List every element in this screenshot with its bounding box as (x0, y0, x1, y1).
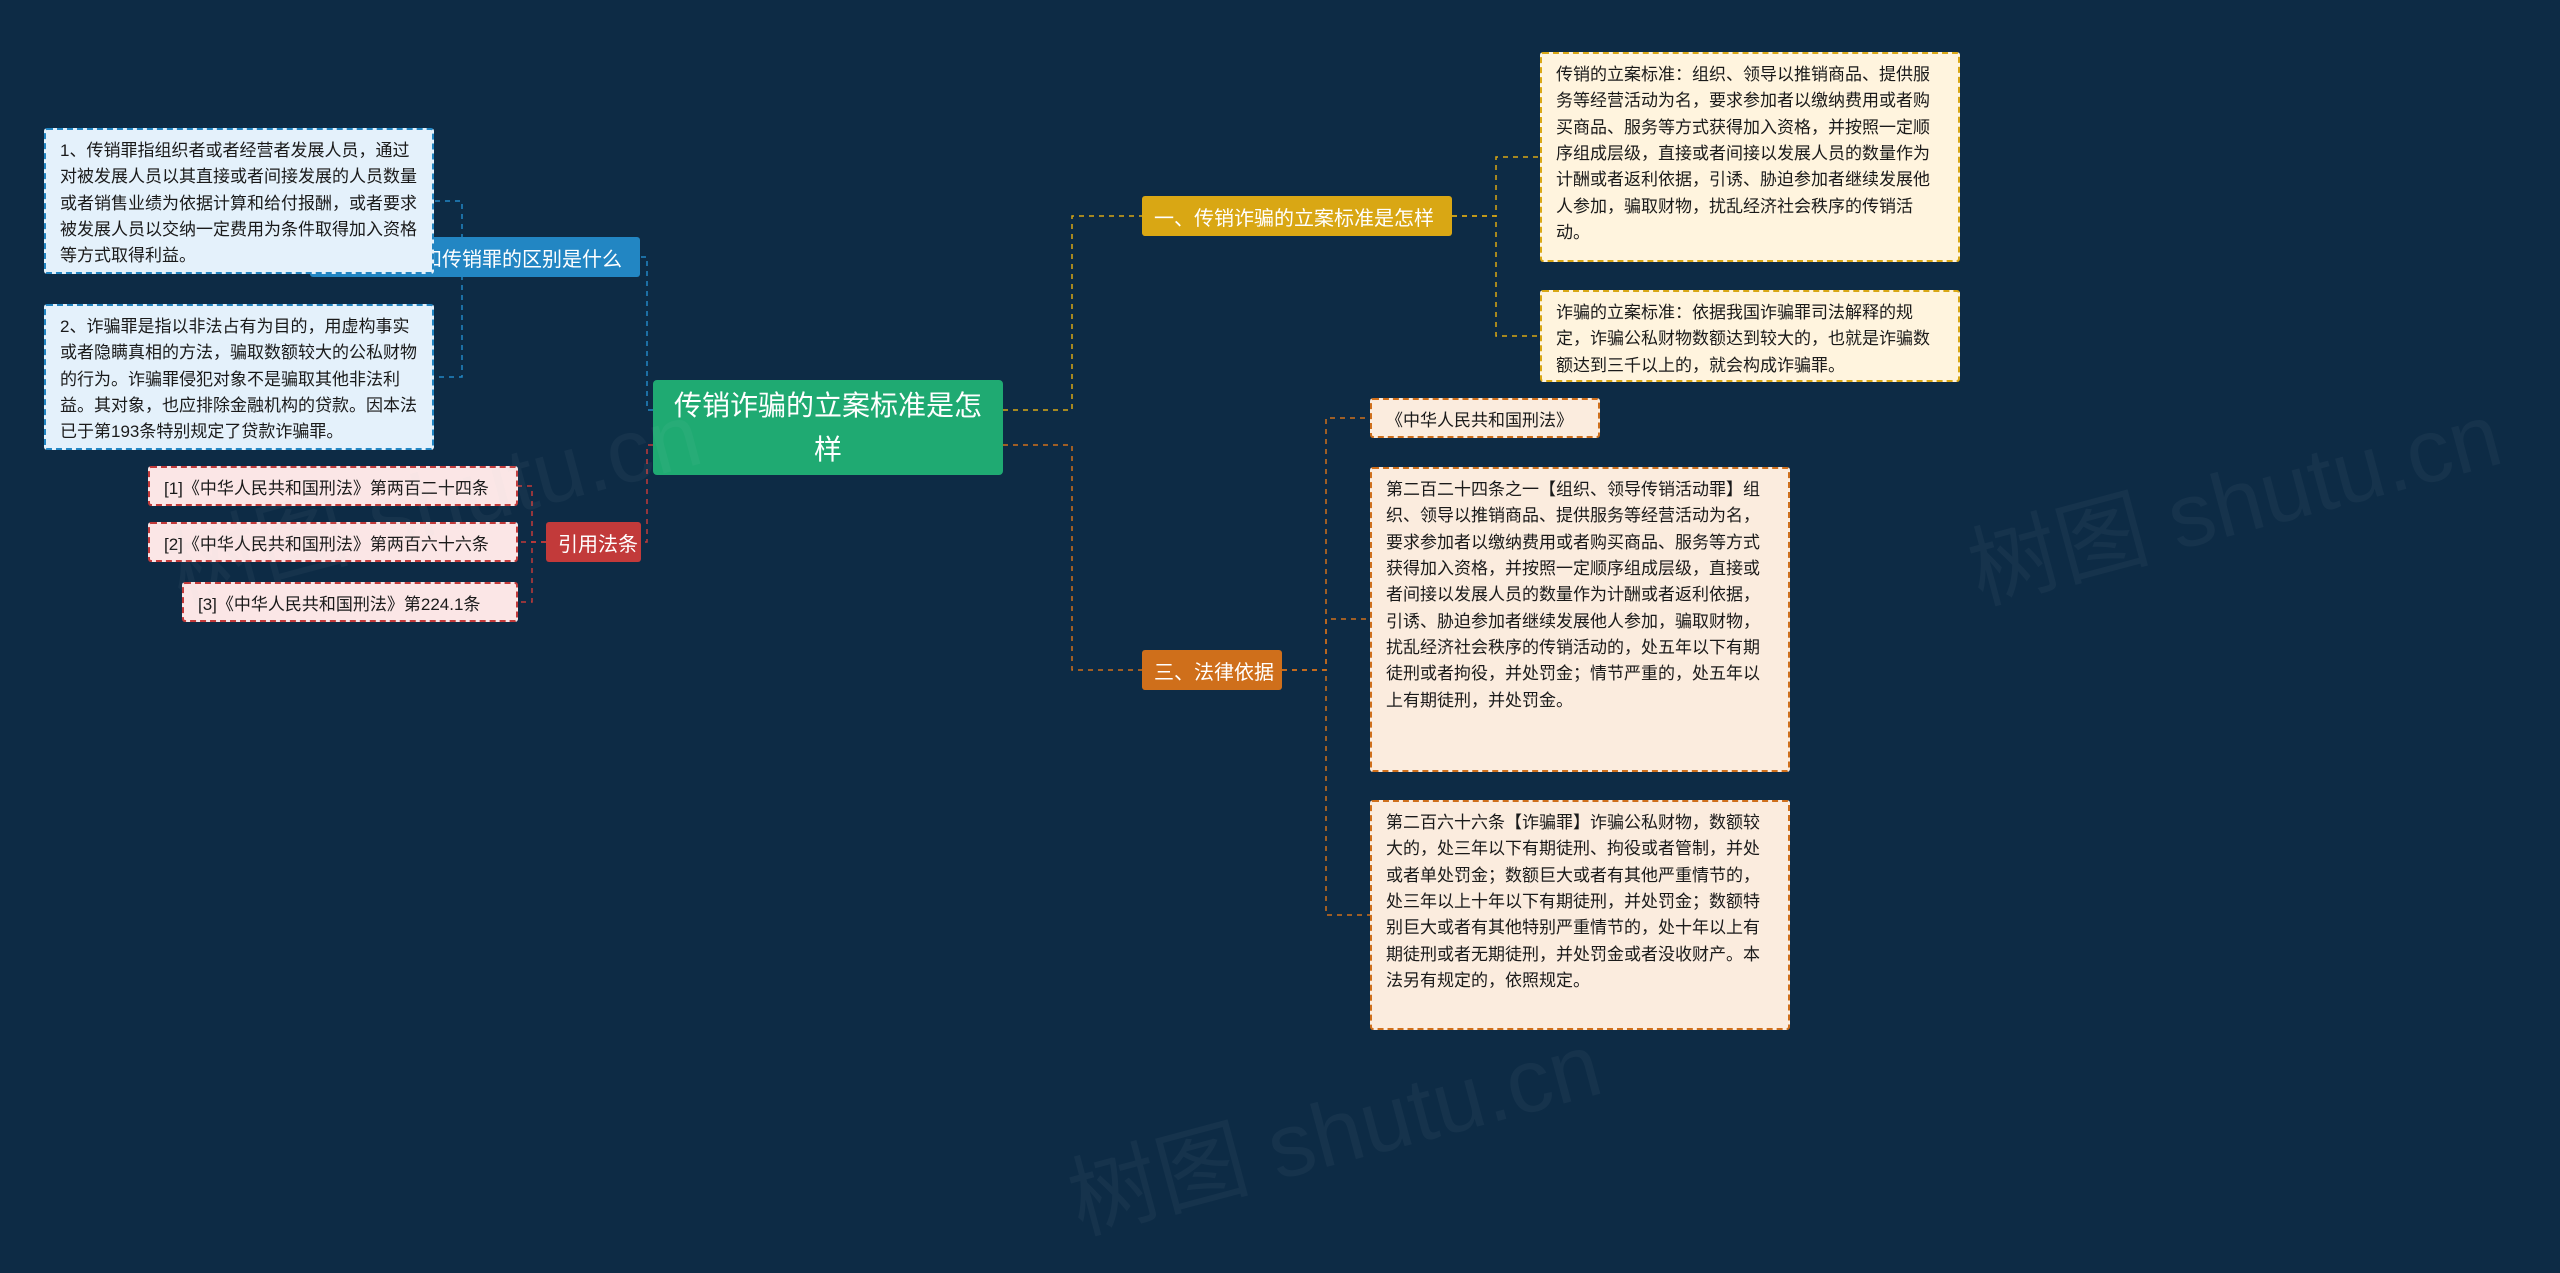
leaf-node: 《中华人民共和国刑法》 (1370, 398, 1600, 438)
leaf-node: 诈骗的立案标准：依据我国诈骗罪司法解释的规定，诈骗公私财物数额达到较大的，也就是… (1540, 290, 1960, 382)
leaf-node: 传销的立案标准：组织、领导以推销商品、提供服务等经营活动为名，要求参加者以缴纳费… (1540, 52, 1960, 262)
branch-node: 一、传销诈骗的立案标准是怎样 (1142, 196, 1452, 236)
leaf-node: [2]《中华人民共和国刑法》第两百六十六条 (148, 522, 518, 562)
leaf-node: [1]《中华人民共和国刑法》第两百二十四条 (148, 466, 518, 506)
leaf-node: 第二百六十六条【诈骗罪】诈骗公私财物，数额较大的，处三年以下有期徒刑、拘役或者管… (1370, 800, 1790, 1030)
leaf-node: 1、传销罪指组织者或者经营者发展人员，通过对被发展人员以其直接或者间接发展的人员… (44, 128, 434, 274)
watermark: 树图 shutu.cn (1052, 992, 1612, 1259)
leaf-node: [3]《中华人民共和国刑法》第224.1条 (182, 582, 518, 622)
leaf-node: 第二百二十四条之一【组织、领导传销活动罪】组织、领导以推销商品、提供服务等经营活… (1370, 467, 1790, 772)
branch-node: 引用法条 (546, 522, 641, 562)
watermark: 树图 shutu.cn (1952, 362, 2512, 629)
branch-node: 三、法律依据 (1142, 650, 1282, 690)
root-node: 传销诈骗的立案标准是怎样 (653, 380, 1003, 475)
leaf-node: 2、诈骗罪是指以非法占有为目的，用虚构事实或者隐瞒真相的方法，骗取数额较大的公私… (44, 304, 434, 450)
